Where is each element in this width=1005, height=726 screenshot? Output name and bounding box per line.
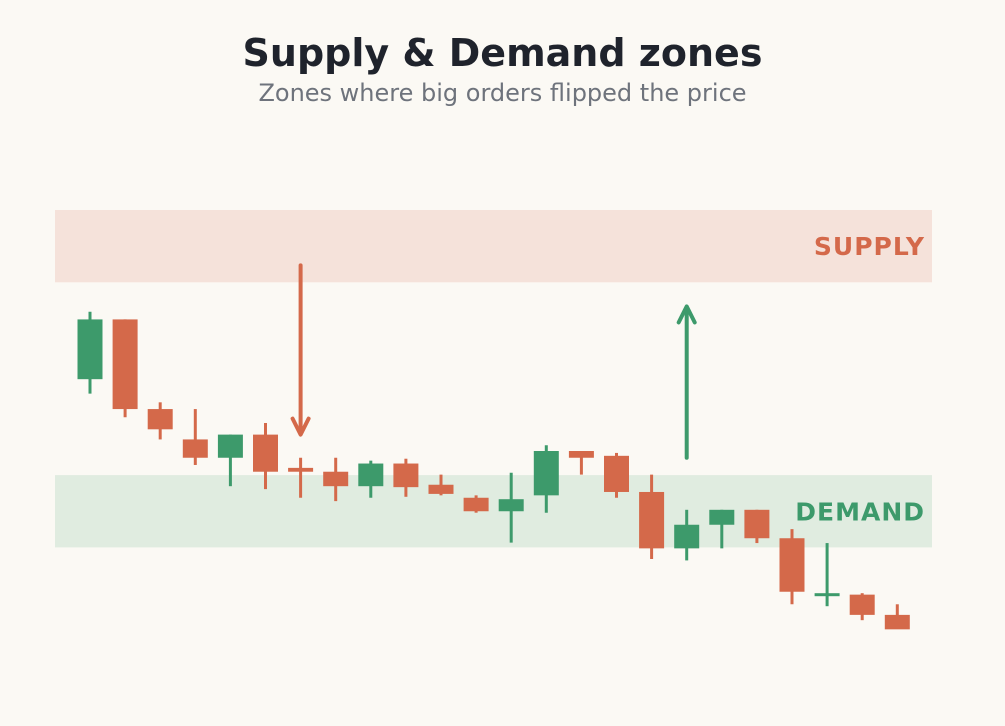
demand-zone xyxy=(55,475,932,548)
candle-body-down xyxy=(884,614,910,630)
candle-body-up xyxy=(533,451,559,496)
candle-body-up xyxy=(217,434,243,458)
candle-body-down xyxy=(849,594,875,615)
candle-body-up xyxy=(77,319,103,380)
candle-body-down xyxy=(604,455,629,492)
candle-body-down xyxy=(639,491,665,549)
supply-zone-label: SUPPLY xyxy=(814,232,925,261)
candle-body-down xyxy=(182,439,208,458)
candle-body-down xyxy=(288,467,314,472)
candle-body-down xyxy=(428,484,454,494)
chart-title: Supply & Demand zones xyxy=(242,31,763,75)
candle-body-down xyxy=(393,463,419,488)
up-arrow-icon xyxy=(676,304,697,325)
candle-body-down xyxy=(779,538,805,592)
candle-body-down xyxy=(744,509,770,539)
chart-subtitle: Zones where big orders flipped the price xyxy=(258,79,747,107)
candle-body-down xyxy=(323,471,349,487)
supply-zone xyxy=(55,210,932,283)
candle-body-down xyxy=(568,451,594,458)
down-arrow-icon xyxy=(290,416,311,437)
candle-body-up xyxy=(814,593,840,597)
candle-body-up xyxy=(674,524,700,549)
candle-body-up xyxy=(358,463,384,487)
candle-body-down xyxy=(112,319,138,410)
demand-zone-label: DEMAND xyxy=(795,497,925,526)
candle-body-down xyxy=(147,409,173,430)
candle-body-up xyxy=(709,509,735,525)
candle-body-down xyxy=(463,497,489,512)
candle-body-up xyxy=(498,499,524,512)
candle-body-down xyxy=(253,434,278,472)
